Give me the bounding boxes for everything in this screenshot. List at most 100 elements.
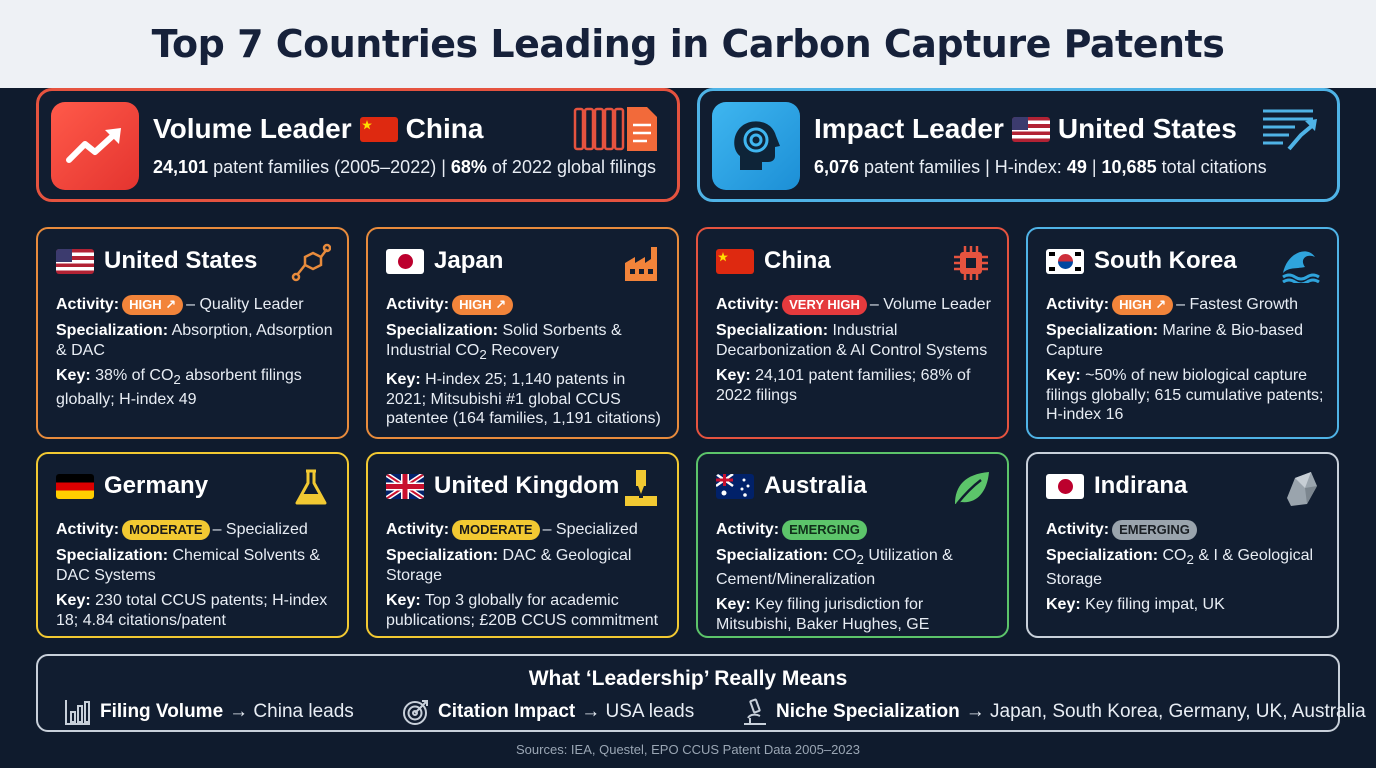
- key-label: Key:: [1046, 367, 1081, 384]
- key-text: ~50% of new biological capture filings g…: [1046, 367, 1324, 423]
- card-header: United States: [56, 247, 257, 275]
- summary-item-citation-impact: Citation Impact → USA leads: [402, 698, 694, 726]
- summary-label: Citation Impact: [438, 701, 576, 722]
- key-text: H-index 25; 1,140 patents in 2021; Mitsu…: [386, 371, 661, 428]
- activity-label: Activity:: [1046, 296, 1110, 313]
- activity-role: – Volume Leader: [869, 296, 991, 313]
- activity-badge: EMERGING: [782, 520, 867, 540]
- activity-badge: MODERATE: [122, 520, 210, 540]
- spec-text: Absorption, Adsorption & DAC: [56, 322, 333, 359]
- spec-text: CO: [1162, 547, 1187, 564]
- spec-label: Specialization:: [56, 322, 169, 339]
- impact-citations: 10,685: [1101, 157, 1157, 177]
- spec-text-post: Recovery: [486, 341, 559, 359]
- spec-text: DAC & Geological Storage: [386, 547, 632, 584]
- key-label: Key:: [1046, 596, 1081, 614]
- summary-item-filing-volume: Filing Volume → China leads: [64, 698, 354, 726]
- spec-sub: 2: [479, 346, 487, 362]
- volume-leader-card: Volume Leader China 24,101 patent famili…: [36, 88, 680, 202]
- activity-badge: HIGH ↗: [452, 295, 514, 315]
- volume-leader-stats: 24,101 patent families (2005–2022) | 68%…: [153, 157, 656, 178]
- microscope-icon: [744, 698, 766, 725]
- key-text: Key filing impat, UK: [1085, 596, 1225, 614]
- spec-text: CO: [832, 547, 857, 564]
- summary-label: Niche Specialization: [776, 701, 960, 722]
- spec-text-post: & I & Geological Storage: [1046, 547, 1314, 588]
- impact-leader-card: Impact Leader United States 6,076 patent…: [697, 88, 1340, 202]
- country-card-south-korea: South Korea Activity: HIGH ↗ – Fastest Gro…: [1026, 227, 1339, 439]
- impact-citations-text: total citations: [1156, 157, 1267, 177]
- us-flag-icon: [1011, 116, 1050, 142]
- impact-sep: |: [1086, 157, 1102, 177]
- country-name: Indirana: [1094, 472, 1188, 499]
- key-text: Key filing jurisdiction for Mitsubishi, …: [716, 596, 930, 633]
- flask-icon: [295, 469, 327, 505]
- spec-label: Specialization:: [716, 547, 829, 564]
- summary-label: Filing Volume: [100, 701, 224, 722]
- leaf-icon: [955, 472, 989, 505]
- volume-share: 68%: [450, 157, 487, 177]
- spec-text-post: Utilization & Cement/Mineralization: [716, 547, 953, 588]
- country-name: China: [764, 247, 831, 274]
- summary-text: → Japan, South Korea, Germany, UK, Austr…: [965, 701, 1366, 722]
- south-korea-flag-icon: [1046, 248, 1084, 274]
- spec-text: Marine & Bio-based Capture: [1046, 322, 1303, 359]
- japan-flag-icon: [1046, 473, 1084, 499]
- spec-label: Specialization:: [386, 547, 499, 564]
- country-card-united-states: United States Activity: HIGH ↗ – Quality L…: [36, 227, 349, 439]
- country-name: South Korea: [1094, 247, 1237, 274]
- country-card-germany: Germany Activity: MODERATE – Specialized S…: [36, 452, 349, 638]
- activity-badge: HIGH ↗: [122, 295, 184, 315]
- volume-leader-country: China: [405, 113, 484, 144]
- impact-families-text: patent families | H-index:: [859, 157, 1067, 177]
- country-name: United States: [104, 247, 258, 274]
- impact-leader-country: United States: [1057, 113, 1237, 144]
- activity-label: Activity:: [56, 521, 120, 538]
- spec-label: Specialization:: [1046, 322, 1159, 339]
- card-body: Activity: HIGH ↗ – Fastest Growth Speciali…: [1046, 295, 1325, 431]
- country-name: Australia: [764, 472, 867, 499]
- spec-label: Specialization:: [386, 322, 499, 339]
- title-bar: Top 7 Countries Leading in Carbon Captur…: [0, 0, 1376, 88]
- key-text-post: absorbent filings globally; H-index 49: [56, 367, 302, 408]
- head-brain-icon: [712, 102, 800, 190]
- germany-flag-icon: [56, 473, 94, 499]
- key-label: Key:: [386, 592, 421, 609]
- card-header: Indirana: [1046, 472, 1187, 500]
- australia-flag-icon: [716, 473, 754, 499]
- key-label: Key:: [716, 596, 751, 614]
- page-title: Top 7 Countries Leading in Carbon Captur…: [151, 22, 1225, 66]
- card-body: Activity: EMERGING Specialization: CO2 Ut…: [716, 520, 995, 640]
- activity-role: – Fastest Growth: [1176, 296, 1298, 313]
- card-body: Activity: VERY HIGH – Volume Leader Specia…: [716, 295, 995, 411]
- spec-label: Specialization:: [716, 322, 829, 339]
- card-header: United Kingdom: [386, 472, 619, 500]
- summary-item-niche-specialization: Niche Specialization → Japan, South Korea…: [742, 698, 1366, 726]
- key-label: Key:: [56, 367, 91, 384]
- volume-leader-title: Volume Leader China: [153, 113, 483, 145]
- uk-flag-icon: [386, 473, 424, 499]
- key-text: Top 3 globally for academic publications…: [386, 592, 659, 629]
- japan-flag-icon: [386, 248, 424, 274]
- activity-label: Activity:: [386, 521, 450, 538]
- china-flag-icon: [359, 116, 398, 142]
- volume-families-text: patent families (2005–2022) |: [208, 157, 451, 177]
- key-label: Key:: [386, 371, 421, 389]
- card-header: South Korea: [1046, 247, 1237, 275]
- activity-badge: HIGH ↗: [1112, 295, 1174, 315]
- chip-icon: [954, 246, 988, 280]
- activity-role: – Specialized: [212, 521, 308, 538]
- key-text: 24,101 patent families; 68% of 2022 fili…: [716, 367, 971, 404]
- country-card-china: China Activity: VERY HIGH – Volume Leader …: [696, 227, 1009, 439]
- citation-document-icon: [1263, 109, 1317, 151]
- country-card-united-kingdom: United Kingdom Activity: MODERATE – Specia…: [366, 452, 679, 638]
- activity-badge: EMERGING: [1112, 520, 1197, 540]
- activity-label: Activity:: [716, 521, 780, 538]
- stacked-documents-icon: [573, 107, 657, 151]
- impact-leader-title: Impact Leader United States: [814, 113, 1237, 145]
- impact-families: 6,076: [814, 157, 860, 177]
- activity-label: Activity:: [1046, 521, 1110, 538]
- sources-footnote: Sources: IEA, Questel, EPO CCUS Patent D…: [516, 742, 860, 757]
- country-card-australia: Australia Activity: EMERGING Specializati…: [696, 452, 1009, 638]
- summary-title: What ‘Leadership’ Really Means: [528, 667, 848, 690]
